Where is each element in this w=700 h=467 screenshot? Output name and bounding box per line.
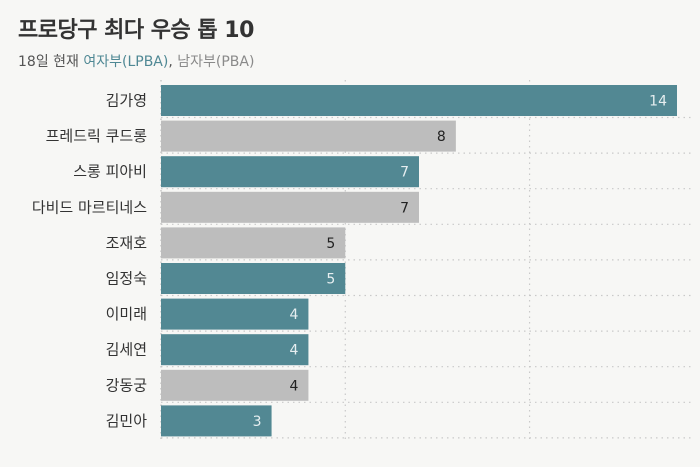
bar-value-label: 8 [437, 129, 446, 145]
category-label: 김민아 [106, 412, 148, 430]
bar-2 [161, 120, 456, 152]
bar-4 [161, 191, 419, 223]
bar-9 [161, 369, 309, 401]
chart-title: 프로당구 최다 우승 톱 10 [18, 18, 254, 43]
legend-separator: , [168, 54, 178, 70]
bar-5 [161, 227, 346, 259]
bar-value-label: 3 [253, 414, 262, 430]
subtitle-prefix: 18일 현재 [18, 54, 84, 70]
bar-value-label: 5 [326, 272, 335, 288]
category-label: 김세연 [106, 341, 147, 359]
bar-value-label: 7 [400, 200, 409, 216]
category-label: 스롱 피아비 [73, 163, 147, 181]
bar-value-label: 5 [326, 236, 335, 252]
category-label: 강동궁 [106, 376, 148, 394]
bar-6 [161, 263, 346, 294]
bar-10 [161, 405, 272, 437]
category-label: 조재호 [106, 234, 148, 252]
category-label: 다비드 마르티네스 [32, 198, 147, 216]
bar-value-label: 4 [290, 378, 299, 394]
bar-3 [161, 156, 419, 188]
bar-1 [161, 85, 677, 116]
category-label: 김가영 [106, 92, 147, 110]
bar-7 [161, 298, 309, 330]
category-label: 프레드릭 쿠드롱 [46, 127, 148, 145]
category-label: 이미래 [106, 305, 147, 323]
bar-value-label: 4 [290, 343, 299, 359]
category-label: 임정숙 [106, 270, 147, 288]
legend-lpba: 여자부(LPBA) [83, 54, 169, 70]
bar-value-label: 7 [400, 165, 409, 181]
bar-value-label: 14 [649, 94, 667, 110]
chart-subtitle: 18일 현재 여자부(LPBA), 남자부(PBA) [18, 51, 254, 71]
bar-8 [161, 334, 309, 366]
grid-lines [161, 80, 692, 440]
legend-pba: 남자부(PBA) [177, 54, 255, 70]
bar-value-label: 4 [290, 307, 299, 323]
